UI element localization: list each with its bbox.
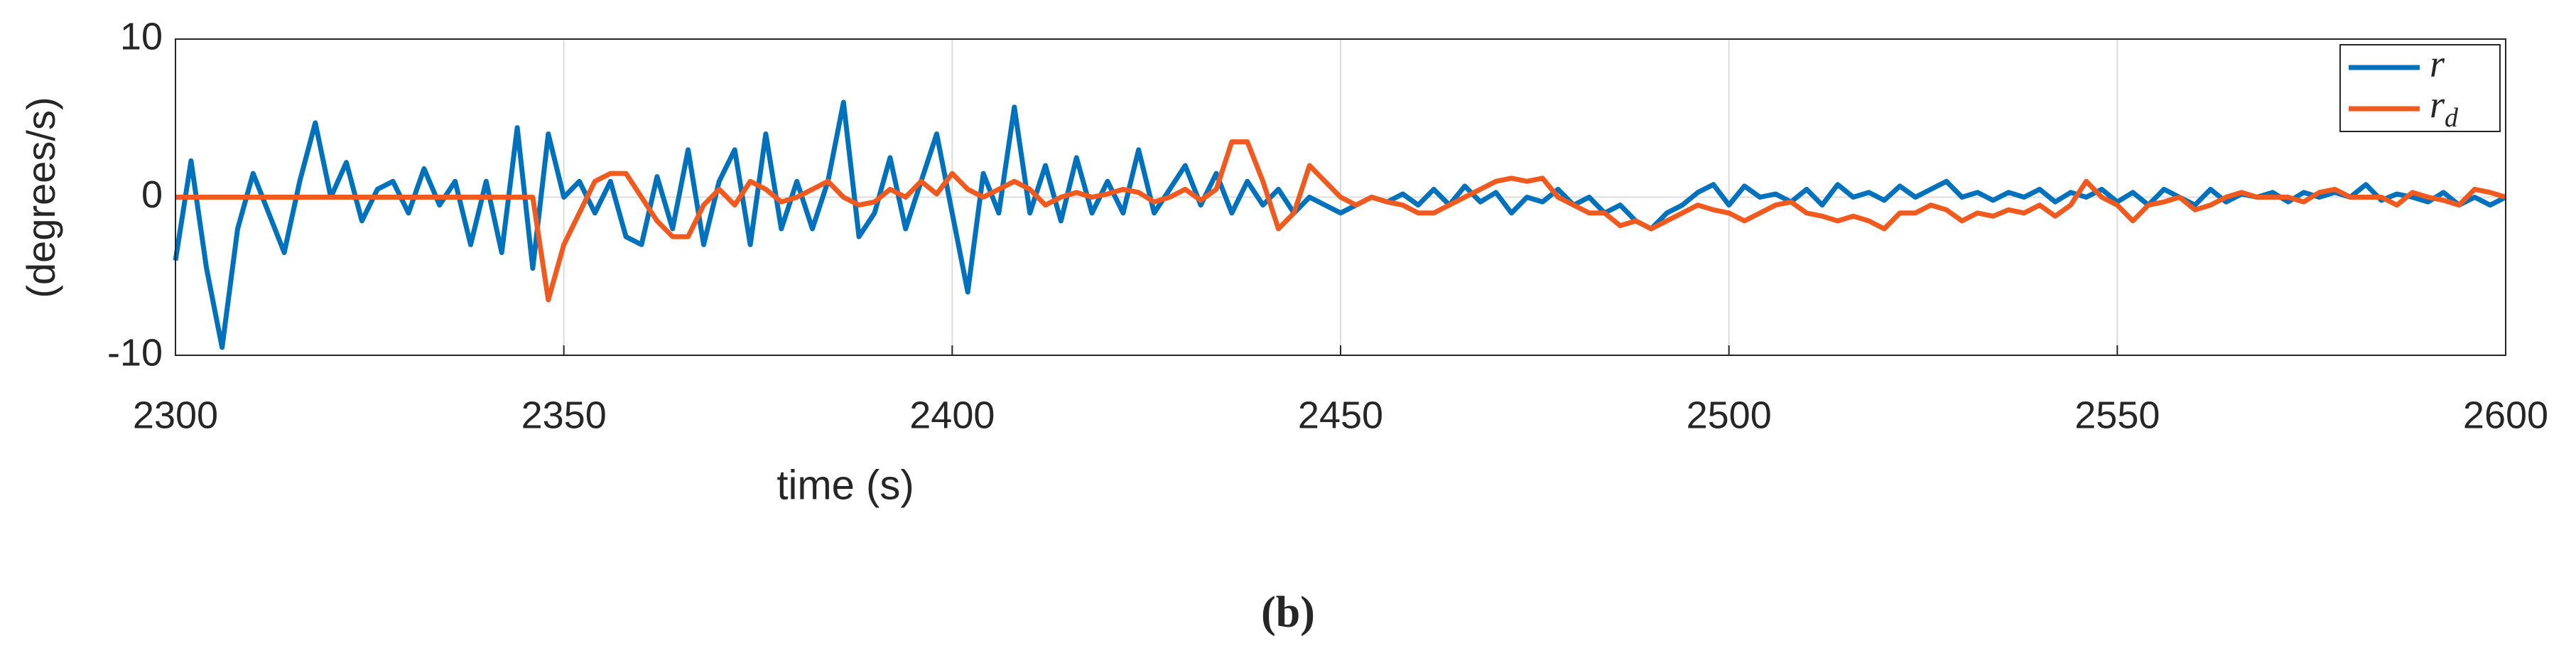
legend-label: rd <box>2430 83 2459 132</box>
caption: (b) <box>1261 588 1315 637</box>
x-tick-label: 2450 <box>1298 394 1383 436</box>
x-tick-label: 2300 <box>133 394 218 436</box>
y-tick-label: -10 <box>107 331 163 374</box>
x-tick-label: 2600 <box>2463 394 2548 436</box>
y-tick-label: 10 <box>120 15 163 58</box>
series-line <box>173 99 2507 350</box>
series-line <box>175 139 2507 303</box>
x-tick-label: 2550 <box>2074 394 2160 436</box>
x-tick-label: 2500 <box>1687 394 1772 436</box>
legend-box <box>2339 44 2501 132</box>
x-axis-label: time (s) <box>776 462 914 508</box>
y-axis-label: (degrees/s) <box>18 97 63 298</box>
x-tick-label: 2400 <box>909 394 995 436</box>
axes-frame <box>175 38 2506 356</box>
legend-label: r <box>2430 42 2445 85</box>
y-tick-label: 0 <box>141 173 163 216</box>
x-tick-label: 2350 <box>521 394 607 436</box>
